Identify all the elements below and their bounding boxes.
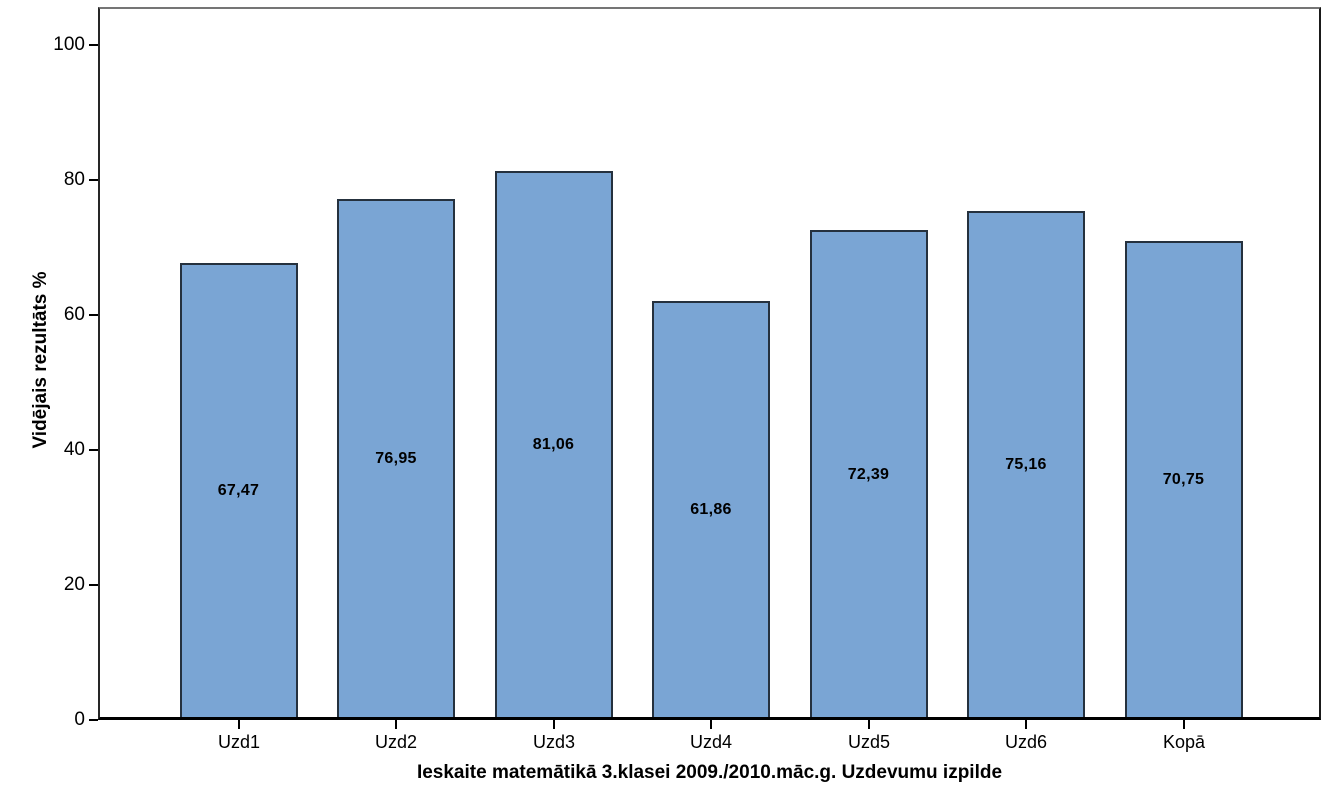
bar-value-label: 67,47 bbox=[217, 482, 260, 499]
y-tick-mark bbox=[89, 719, 98, 721]
y-axis: 0 20 40 60 80 100 bbox=[0, 7, 98, 730]
x-tick-label: Uzd6 bbox=[1004, 732, 1048, 752]
y-tick-label: 60 bbox=[63, 304, 85, 325]
bar: 75,16 bbox=[967, 211, 1085, 717]
y-tick-mark bbox=[89, 179, 98, 181]
bar: 72,39 bbox=[809, 230, 928, 717]
y-tick-mark bbox=[89, 584, 98, 586]
x-axis: Uzd1 Uzd2 Uzd3 Uzd4 Uzd5 Uzd6 Kopā bbox=[100, 720, 1319, 765]
bar-value-label: 75,16 bbox=[1005, 456, 1047, 473]
x-tick-mark bbox=[395, 720, 397, 729]
bar: 67,47 bbox=[179, 263, 298, 717]
y-tick-label: 0 bbox=[74, 709, 85, 730]
bar-value-label: 81,06 bbox=[532, 436, 575, 453]
y-tick-label: 20 bbox=[63, 574, 85, 595]
bar: 61,86 bbox=[652, 301, 770, 717]
x-tick-mark bbox=[238, 720, 240, 729]
bar-value-label: 70,75 bbox=[1162, 471, 1205, 488]
bar-value-label: 72,39 bbox=[847, 465, 890, 483]
plot-area: 67,47 76,95 81,06 61,86 72,39 75,16 70,75 bbox=[98, 7, 1321, 720]
x-tick-label: Kopā bbox=[1162, 732, 1206, 752]
y-tick-label: 100 bbox=[53, 34, 85, 55]
bar: 81,06 bbox=[494, 171, 613, 717]
x-tick-label: Uzd2 bbox=[374, 732, 418, 752]
y-tick-label: 40 bbox=[63, 439, 85, 460]
x-axis-title: Ieskaite matemātikā 3.klasei 2009./2010.… bbox=[416, 762, 1003, 783]
x-tick-label: Uzd4 bbox=[689, 732, 733, 752]
y-tick-mark bbox=[89, 449, 98, 451]
bar: 76,95 bbox=[337, 199, 455, 717]
y-tick-mark bbox=[89, 44, 98, 46]
y-tick-mark bbox=[89, 314, 98, 316]
x-tick-label: Uzd3 bbox=[532, 732, 576, 752]
bar-value-label: 76,95 bbox=[375, 450, 417, 467]
x-tick-mark bbox=[710, 720, 712, 729]
x-tick-mark bbox=[553, 720, 555, 729]
x-tick-mark bbox=[1025, 720, 1027, 729]
y-tick-label: 80 bbox=[63, 169, 85, 190]
x-tick-mark bbox=[868, 720, 870, 729]
x-tick-mark bbox=[1183, 720, 1185, 729]
bar: 70,75 bbox=[1124, 241, 1243, 717]
x-tick-label: Uzd1 bbox=[217, 732, 261, 752]
bar-value-label: 61,86 bbox=[690, 501, 732, 518]
x-tick-label: Uzd5 bbox=[847, 732, 891, 752]
